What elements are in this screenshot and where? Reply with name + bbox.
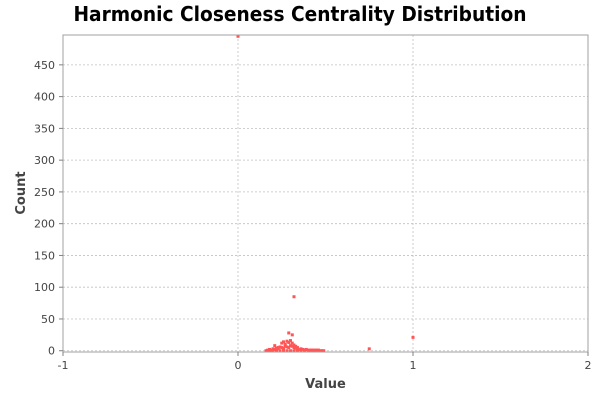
- y-axis: 0 50 100 150 200 250 300 350 400 450: [34, 59, 63, 358]
- data-point: [273, 344, 277, 348]
- data-point: [271, 347, 275, 351]
- data-point: [296, 347, 299, 351]
- data-point: [283, 342, 287, 346]
- data-point: [289, 344, 292, 348]
- y-tick-label: 300: [34, 154, 55, 167]
- data-point: [280, 341, 284, 345]
- data-point: [317, 348, 320, 352]
- data-point: [306, 349, 310, 353]
- y-tick-label: 200: [34, 218, 55, 231]
- chart-title: Harmonic Closeness Centrality Distributi…: [73, 2, 527, 26]
- data-point: [285, 349, 289, 353]
- data-point: [276, 347, 280, 351]
- data-point: [285, 345, 289, 349]
- data-point: [311, 348, 315, 352]
- data-point: [275, 349, 278, 353]
- data-point: [264, 349, 268, 353]
- y-tick-label: 0: [48, 345, 55, 358]
- data-point: [266, 349, 270, 353]
- data-point: [318, 349, 322, 353]
- data-point: [292, 343, 296, 347]
- data-point: [292, 295, 296, 299]
- data-point: [285, 339, 289, 343]
- data-point: [315, 348, 319, 352]
- data-points: [236, 34, 415, 353]
- plot-frame: [62, 34, 589, 353]
- y-tick-label: 450: [34, 59, 55, 72]
- data-point: [299, 347, 303, 351]
- data-point: [310, 349, 313, 353]
- data-point: [236, 34, 240, 38]
- x-axis-title: Value: [305, 377, 346, 392]
- data-point: [271, 349, 275, 353]
- data-point: [280, 346, 284, 350]
- data-point: [299, 349, 303, 353]
- x-tick-label: 1: [410, 359, 417, 372]
- data-point: [287, 346, 291, 350]
- data-point: [290, 344, 294, 348]
- data-point: [367, 347, 371, 351]
- data-point: [297, 347, 301, 351]
- data-point: [296, 349, 299, 353]
- data-point: [411, 335, 415, 339]
- x-tick-label: -1: [58, 359, 69, 372]
- data-point: [313, 348, 317, 352]
- x-tick-label: 0: [235, 359, 242, 372]
- data-point: [287, 331, 291, 335]
- data-point: [292, 346, 296, 350]
- data-point: [289, 339, 292, 343]
- data-point: [290, 333, 294, 337]
- data-point: [289, 349, 292, 353]
- data-point: [282, 340, 285, 344]
- data-point: [304, 347, 308, 351]
- y-axis-title: Count: [14, 171, 29, 214]
- data-point: [282, 346, 285, 350]
- data-point: [308, 348, 312, 352]
- y-tick-label: 50: [41, 313, 55, 326]
- data-point: [290, 341, 294, 345]
- plot-background: [63, 35, 588, 352]
- y-tick-label: 150: [34, 249, 55, 262]
- data-point: [278, 349, 282, 353]
- data-point: [287, 340, 291, 344]
- data-point: [320, 349, 324, 353]
- data-point: [303, 349, 306, 353]
- data-point: [294, 346, 298, 350]
- y-tick-label: 400: [34, 91, 55, 104]
- data-point: [301, 347, 305, 351]
- data-point: [282, 349, 285, 353]
- data-point: [278, 345, 282, 349]
- data-point: [269, 349, 273, 353]
- data-point: [275, 346, 278, 350]
- data-point: [322, 349, 326, 353]
- y-tick-label: 350: [34, 122, 55, 135]
- x-tick-label: 2: [585, 359, 592, 372]
- data-point: [268, 349, 271, 353]
- data-point: [292, 349, 296, 353]
- data-point: [273, 347, 277, 351]
- data-point: [283, 344, 287, 348]
- x-axis: -1 0 1 2: [58, 352, 592, 372]
- y-tick-label: 100: [34, 281, 55, 294]
- data-point: [294, 344, 298, 348]
- y-tick-label: 250: [34, 186, 55, 199]
